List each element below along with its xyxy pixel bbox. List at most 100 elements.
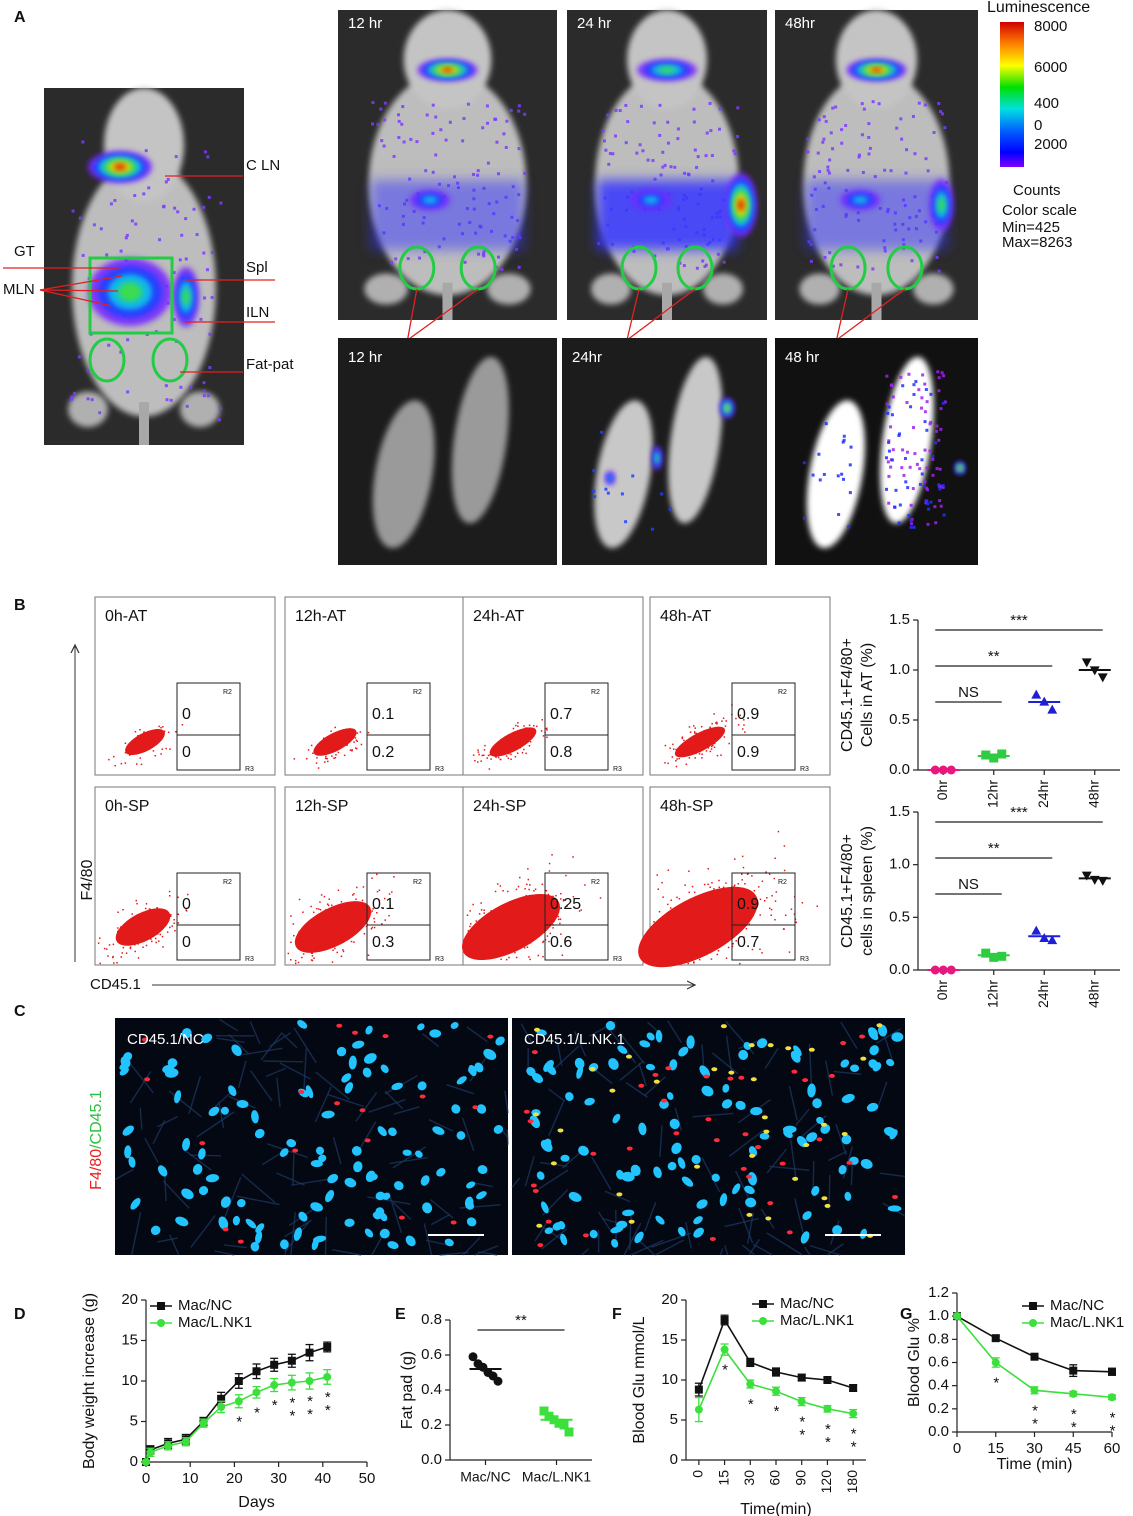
signal-blob	[118, 282, 142, 302]
cell-dot	[300, 945, 303, 948]
membrane	[129, 1071, 152, 1104]
x-tick-label: 60	[1104, 1440, 1121, 1457]
cell-dot	[524, 727, 527, 730]
signal-speckle	[941, 485, 945, 489]
cell-dot	[739, 913, 742, 916]
nucleus	[236, 1100, 249, 1108]
cell-dot	[667, 903, 669, 906]
cell-dot	[523, 927, 526, 930]
stained-cell	[841, 1132, 848, 1137]
data-point	[746, 1358, 755, 1367]
signal-speckle	[933, 505, 937, 509]
cell-dot	[483, 931, 486, 934]
signal-speckle	[840, 472, 844, 476]
cell-dot	[331, 755, 333, 757]
stained-cell	[661, 1098, 668, 1103]
cell-dot	[528, 734, 531, 736]
nucleus	[693, 1216, 703, 1225]
fat-pad	[806, 400, 865, 549]
nucleus	[722, 1084, 730, 1093]
cell-dot	[494, 925, 496, 928]
membrane	[835, 1123, 848, 1156]
cell-dot	[502, 934, 504, 937]
cell-dot	[712, 905, 715, 907]
cell-dot	[478, 753, 480, 756]
cell-dot	[489, 936, 491, 938]
cell-dot	[527, 735, 529, 738]
cell-dot	[525, 752, 527, 755]
cell-dot	[547, 893, 550, 896]
signal-speckle	[431, 131, 435, 135]
significance-label: ***	[1010, 804, 1028, 821]
cell-dot	[510, 753, 512, 756]
cell-dot	[529, 914, 532, 916]
x-tick-label: 10	[182, 1470, 199, 1487]
signal-speckle	[912, 426, 916, 430]
signal-speckle	[452, 175, 456, 179]
nucleus	[432, 1126, 445, 1135]
cell-dot	[733, 936, 735, 938]
y-tick-label: 0.4	[928, 1377, 949, 1394]
cell-dot	[320, 741, 323, 744]
signal-speckle	[867, 152, 871, 156]
stained-cell	[803, 1142, 810, 1147]
cell-dot	[722, 902, 725, 905]
cell-dot	[152, 750, 155, 752]
nucleus	[531, 1072, 544, 1084]
data-point	[305, 1377, 314, 1385]
cell-dot	[699, 747, 701, 750]
stained-cell	[748, 1043, 755, 1048]
label: GT	[14, 243, 35, 260]
cell-dot	[675, 752, 678, 754]
signal-speckle	[841, 477, 845, 481]
cell-dot	[362, 886, 365, 888]
nucleus	[793, 1045, 802, 1057]
y-tick-label: 1.0	[928, 1307, 949, 1324]
membrane	[734, 1170, 751, 1201]
cell-dot	[713, 746, 716, 749]
signal-speckle	[219, 201, 223, 205]
y-tick-label: 5	[670, 1411, 678, 1428]
cell-dot	[656, 874, 658, 876]
stained-cell	[298, 1090, 305, 1095]
membrane	[766, 1148, 787, 1174]
cell-cloud	[294, 901, 372, 953]
time-label: 12 hr	[348, 15, 382, 32]
signal-speckle	[90, 398, 94, 402]
cell-dot	[177, 896, 179, 899]
cell-dot	[680, 926, 682, 928]
y-axis-title: Blood Glu mmol/L	[631, 1316, 648, 1443]
nucleus	[364, 1228, 374, 1238]
cell-dot	[532, 915, 535, 918]
cell-dot	[681, 909, 684, 911]
cell-dot	[523, 748, 525, 751]
cell-dot	[177, 913, 180, 916]
cell-dot	[521, 733, 523, 736]
cell-dot	[714, 733, 717, 735]
signal-speckle	[92, 223, 96, 227]
cell-dot	[726, 901, 728, 903]
cell-dot	[373, 921, 376, 923]
cell-dot	[371, 910, 373, 912]
cell-dot	[517, 919, 520, 922]
mouse-leg	[591, 273, 631, 305]
cell-dot	[122, 908, 124, 911]
cell-dot	[468, 943, 470, 946]
cell-dot	[118, 929, 120, 932]
cell-dot	[759, 948, 761, 951]
signal-speckle	[482, 254, 486, 258]
cell-dot	[509, 914, 511, 916]
significance-mark: *	[988, 1375, 1005, 1388]
cell-dot	[770, 914, 772, 916]
cell-dot	[324, 747, 327, 749]
gate-value: 0	[182, 896, 191, 913]
y-tick-label: 0.8	[928, 1330, 949, 1347]
cell-dot	[125, 930, 127, 933]
cell-dot	[356, 747, 358, 750]
signal-speckle	[938, 487, 942, 491]
cell-dot	[679, 753, 682, 756]
signal-speckle	[937, 269, 941, 273]
membrane	[303, 1048, 307, 1094]
cell-dot	[551, 854, 553, 856]
fat-pad	[668, 356, 723, 524]
